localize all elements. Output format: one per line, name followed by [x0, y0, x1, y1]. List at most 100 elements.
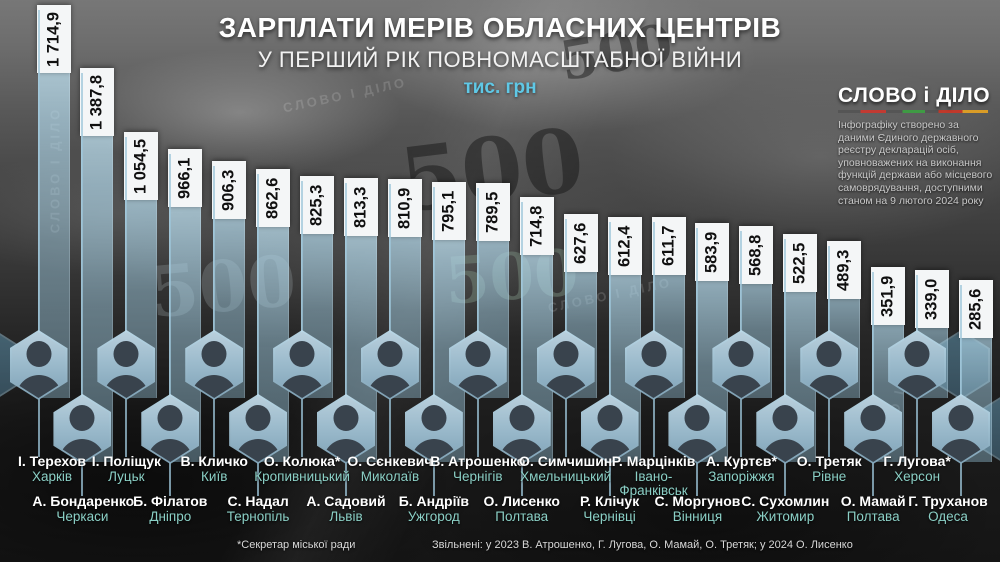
- person-head-silhouette: [157, 405, 183, 431]
- photo-connector-line: [476, 188, 479, 457]
- mayor-name: Г. Труханов: [908, 493, 988, 509]
- mayor-city: Чернівці: [583, 509, 636, 524]
- mayor-city: Луцьк: [108, 469, 145, 484]
- person-head-silhouette: [113, 341, 139, 367]
- mayor-city: Вінниця: [672, 509, 723, 524]
- mayor-label: В. Кличко Київ: [164, 454, 264, 484]
- mayor-city: Одеса: [928, 509, 968, 524]
- mayor-name: О. Лисенко: [483, 493, 560, 509]
- mayor-label: Р. Марцінків Івано-Франківськ: [604, 454, 704, 498]
- photo-connector-line: [37, 10, 40, 457]
- mayor-name: Б. Філатов: [133, 493, 208, 509]
- person-head-silhouette: [553, 341, 579, 367]
- mayor-name: С. Моргунов: [654, 493, 741, 509]
- mayor-name: О. Симчишин: [519, 453, 613, 469]
- mayor-city: Київ: [201, 469, 228, 484]
- mayor-label: С. Надал Тернопіль: [208, 494, 308, 524]
- mayor-name: О. Сєнкевич: [347, 453, 433, 469]
- salary-value-label: 351,9: [871, 267, 906, 325]
- mayor-label: Б. Андріїв Ужгород: [384, 494, 484, 524]
- mayor-label: Г. Труханов Одеса: [898, 494, 998, 524]
- header: ЗАРПЛАТИ МЕРІВ ОБЛАСНИХ ЦЕНТРІВ У ПЕРШИЙ…: [0, 12, 1000, 99]
- page-title: ЗАРПЛАТИ МЕРІВ ОБЛАСНИХ ЦЕНТРІВ: [218, 12, 782, 43]
- photo-connector-line: [125, 137, 128, 457]
- mayor-city: Запоріжжя: [708, 469, 775, 484]
- mayor-city: Полтава: [495, 509, 549, 524]
- mayor-city: Тернопіль: [226, 509, 290, 524]
- mayor-city: Хмельницький: [520, 469, 612, 484]
- salary-value-label: 568,8: [739, 226, 774, 284]
- photo-connector-line: [169, 154, 172, 496]
- photo-area: [714, 332, 769, 398]
- mayor-city: Чернігів: [453, 469, 503, 484]
- person-head-silhouette: [948, 405, 974, 431]
- mayor-city: Полтава: [846, 509, 900, 524]
- photo-connector-line: [345, 183, 347, 496]
- unit-label: тис. грн: [463, 77, 537, 98]
- mayor-city: Миколаїв: [360, 469, 420, 484]
- logo-underline: [838, 110, 988, 113]
- mayor-city: Івано-Франківськ: [619, 469, 688, 498]
- mayor-label: І. Поліщук Луцьк: [76, 454, 176, 484]
- mayor-city: Харків: [31, 469, 73, 484]
- mayor-photo-hexagon: [756, 394, 815, 464]
- mayor-name: І. Поліщук: [91, 453, 162, 469]
- photo-connector-line: [784, 239, 787, 496]
- mayor-name: Р. Клічук: [579, 493, 640, 509]
- mayor-label: О. Третяк Рівне: [779, 454, 879, 484]
- salary-value-label: 862,6: [256, 169, 291, 227]
- mayor-city: Львів: [329, 509, 363, 524]
- mayor-label: О. Мамай Полтава: [823, 494, 923, 524]
- photo-area: [450, 332, 505, 398]
- salary-value-label: 813,3: [344, 178, 378, 236]
- salary-value-label: 810,9: [387, 179, 422, 237]
- salary-value-label: 906,3: [212, 161, 247, 219]
- mayor-name: А. Бондаренко: [32, 493, 135, 509]
- mayor-city: Кропивницький: [254, 469, 350, 484]
- brand-block: СЛОВО і ДІЛО Інфографіку створено за дан…: [838, 84, 994, 207]
- photo-area: [275, 332, 330, 398]
- mayor-name: Г. Лугова*: [883, 453, 951, 469]
- mayor-name: О. Колюка*: [263, 453, 341, 469]
- mayor-name: І. Терехов: [17, 453, 87, 469]
- photo-area: [99, 332, 154, 398]
- mayor-label: Б. Філатов Дніпро: [120, 494, 220, 524]
- photo-connector-line: [213, 166, 216, 457]
- person-head-silhouette: [597, 405, 623, 431]
- photo-area: [11, 332, 66, 398]
- mayor-label: О. Колюка* Кропивницький: [252, 454, 352, 484]
- person-head-silhouette: [69, 405, 95, 431]
- mayor-label: Р. Клічук Чернівці: [560, 494, 660, 524]
- salary-value-label: 522,5: [783, 234, 818, 292]
- photo-connector-line: [960, 285, 963, 496]
- mayor-name: С. Надал: [227, 493, 289, 509]
- person-head-silhouette: [201, 341, 227, 367]
- salary-value-label: 285,6: [959, 280, 994, 338]
- mayor-photo-hexagon: [448, 330, 507, 400]
- photo-connector-line: [81, 73, 84, 496]
- person-head-silhouette: [684, 405, 710, 431]
- photo-connector-line: [301, 181, 304, 457]
- photo-area: [890, 332, 945, 398]
- source-note: Інфографіку створено за даними Єдиного д…: [838, 119, 993, 207]
- mayor-city: Ужгород: [407, 509, 460, 524]
- salary-value-label: 714,8: [519, 197, 554, 255]
- photo-connector-line: [608, 222, 611, 496]
- mayor-label: А. Садовий Львів: [296, 494, 396, 524]
- photo-area: [187, 332, 242, 398]
- mayor-name: О. Мамай: [840, 493, 906, 509]
- person-head-silhouette: [465, 341, 491, 367]
- photo-area: [626, 332, 681, 398]
- salary-value-label: 795,1: [431, 182, 466, 240]
- photo-connector-line: [432, 187, 435, 496]
- mayor-name: А. Куртєв*: [705, 453, 777, 469]
- salary-value-label: 966,1: [168, 149, 203, 207]
- mayor-label: В. Атрошенко Чернігів: [428, 454, 528, 484]
- person-head-silhouette: [245, 405, 271, 431]
- mayor-label: Г. Лугова* Херсон: [867, 454, 967, 484]
- salary-value-label: 611,7: [651, 217, 686, 275]
- photo-area: [802, 332, 857, 398]
- mayor-name: О. Третяк: [796, 453, 862, 469]
- salary-value-label: 1 054,5: [124, 132, 159, 200]
